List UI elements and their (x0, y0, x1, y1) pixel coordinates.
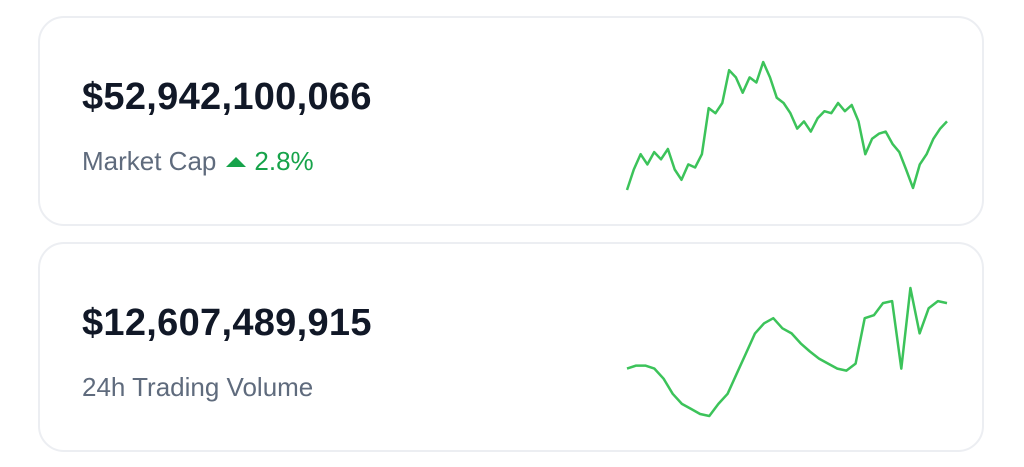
stat-label: Market Cap (82, 146, 217, 176)
up-arrow-shape (226, 156, 247, 167)
sparkline (626, 286, 948, 418)
stat-label-row: Market Cap 2.8% (82, 146, 314, 177)
change: 2.8% (226, 146, 314, 177)
stat-card: $12,607,489,915 24h Trading Volume (38, 242, 984, 452)
sparkline-line (626, 286, 948, 418)
up-arrow (226, 156, 247, 167)
sparkline (625, 60, 948, 191)
change-value: 2.8% (254, 146, 314, 176)
stat-value: $52,942,100,066 (82, 76, 372, 118)
stat-label-row: 24h Trading Volume (82, 372, 313, 403)
sparkline-line (625, 60, 948, 191)
stat-label: 24h Trading Volume (82, 372, 314, 402)
stat-card: $52,942,100,066 Market Cap 2.8% (38, 16, 984, 226)
stat-value: $12,607,489,915 (82, 302, 372, 344)
